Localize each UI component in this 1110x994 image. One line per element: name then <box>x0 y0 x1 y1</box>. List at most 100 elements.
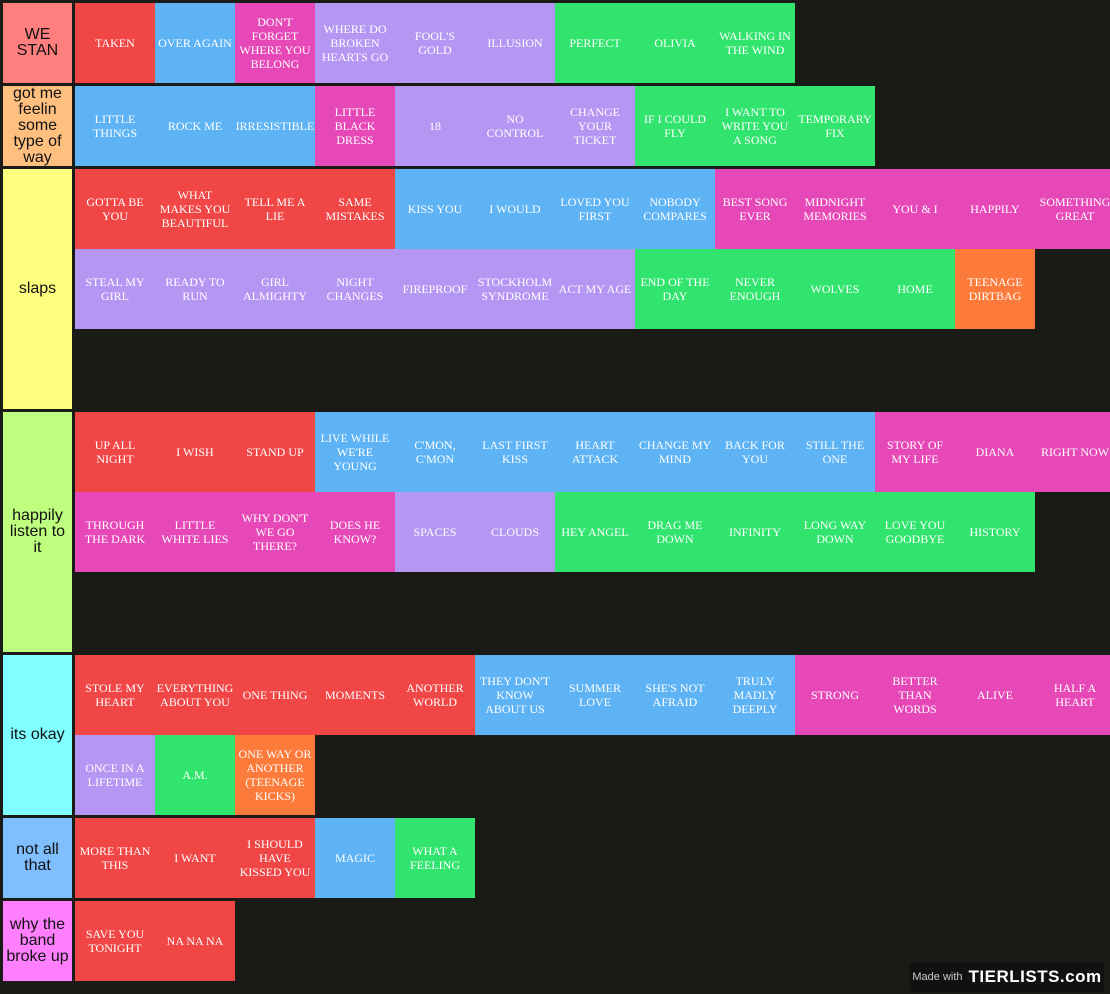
tier-item[interactable]: TEMPORARY FIX <box>795 86 875 166</box>
tier-label[interactable]: its okay <box>3 655 72 815</box>
tier-item[interactable]: GOTTA BE YOU <box>75 169 155 249</box>
tier-item[interactable]: NEVER ENOUGH <box>715 249 795 329</box>
tier-item[interactable]: STOLE MY HEART <box>75 655 155 735</box>
tier-item[interactable]: MOMENTS <box>315 655 395 735</box>
tier-item[interactable]: TELL ME A LIE <box>235 169 315 249</box>
tier-label[interactable]: not all that <box>3 818 72 898</box>
tier-item[interactable]: TEENAGE DIRTBAG <box>955 249 1035 329</box>
tier-item[interactable]: SUMMER LOVE <box>555 655 635 735</box>
tier-item[interactable]: READY TO RUN <box>155 249 235 329</box>
tier-item[interactable]: WALKING IN THE WIND <box>715 3 795 83</box>
tier-item[interactable]: SPACES <box>395 492 475 572</box>
tier-item[interactable]: HEART ATTACK <box>555 412 635 492</box>
tier-item[interactable]: HAPPILY <box>955 169 1035 249</box>
tier-item[interactable]: SOMETHING GREAT <box>1035 169 1110 249</box>
tier-label[interactable]: happily listen to it <box>3 412 72 652</box>
tier-item[interactable]: THEY DON'T KNOW ABOUT US <box>475 655 555 735</box>
tier-label[interactable]: why the band broke up <box>3 901 72 981</box>
tier-item[interactable]: SAVE YOU TONIGHT <box>75 901 155 981</box>
tier-item[interactable]: ACT MY AGE <box>555 249 635 329</box>
tier-item[interactable]: INFINITY <box>715 492 795 572</box>
tier-item[interactable]: LIVE WHILE WE'RE YOUNG <box>315 412 395 492</box>
tier-item[interactable]: ONCE IN A LIFETIME <box>75 735 155 815</box>
tier-item[interactable]: WHY DON'T WE GO THERE? <box>235 492 315 572</box>
tier-item[interactable]: WOLVES <box>795 249 875 329</box>
tier-item[interactable]: LITTLE WHITE LIES <box>155 492 235 572</box>
tier-item[interactable]: END OF THE DAY <box>635 249 715 329</box>
tier-item[interactable]: DIANA <box>955 412 1035 492</box>
tier-label[interactable]: slaps <box>3 169 72 409</box>
tier-item[interactable]: STAND UP <box>235 412 315 492</box>
tier-item[interactable]: CHANGE YOUR TICKET <box>555 86 635 166</box>
tier-item[interactable]: LAST FIRST KISS <box>475 412 555 492</box>
tier-item[interactable]: LITTLE THINGS <box>75 86 155 166</box>
tier-label[interactable]: WE STAN <box>3 3 72 83</box>
tier-item[interactable]: THROUGH THE DARK <box>75 492 155 572</box>
tier-item[interactable]: NOBODY COMPARES <box>635 169 715 249</box>
tier-item[interactable]: WHAT A FEELING <box>395 818 475 898</box>
tier-item[interactable]: I WOULD <box>475 169 555 249</box>
tier-item[interactable]: A.M. <box>155 735 235 815</box>
tier-item[interactable]: HISTORY <box>955 492 1035 572</box>
tier-item[interactable]: ALIVE <box>955 655 1035 735</box>
tier-item[interactable]: ONE THING <box>235 655 315 735</box>
tier-item[interactable]: FOOL'S GOLD <box>395 3 475 83</box>
tier-item[interactable]: I WANT <box>155 818 235 898</box>
tier-item[interactable]: PERFECT <box>555 3 635 83</box>
tier-item[interactable]: LITTLE BLACK DRESS <box>315 86 395 166</box>
tier-item[interactable]: KISS YOU <box>395 169 475 249</box>
tier-item[interactable]: ILLUSION <box>475 3 555 83</box>
tier-item[interactable]: HEY ANGEL <box>555 492 635 572</box>
tier-item[interactable]: IF I COULD FLY <box>635 86 715 166</box>
tier-item[interactable]: STOCKHOLM SYNDROME <box>475 249 555 329</box>
tier-item[interactable]: HALF A HEART <box>1035 655 1110 735</box>
tier-item[interactable]: ONE WAY OR ANOTHER (TEENAGE KICKS) <box>235 735 315 815</box>
tier-item[interactable]: TAKEN <box>75 3 155 83</box>
tier-item[interactable]: BETTER THAN WORDS <box>875 655 955 735</box>
tier-item[interactable]: UP ALL NIGHT <box>75 412 155 492</box>
tier-item[interactable]: EVERYTHING ABOUT YOU <box>155 655 235 735</box>
tier-item[interactable]: OLIVIA <box>635 3 715 83</box>
tier-item[interactable]: SHE'S NOT AFRAID <box>635 655 715 735</box>
tier-item[interactable]: I WANT TO WRITE YOU A SONG <box>715 86 795 166</box>
tier-item[interactable]: CHANGE MY MIND <box>635 412 715 492</box>
tier-item[interactable]: DOES HE KNOW? <box>315 492 395 572</box>
tier-item[interactable]: STORY OF MY LIFE <box>875 412 955 492</box>
tier-item[interactable]: I SHOULD HAVE KISSED YOU <box>235 818 315 898</box>
tier-item[interactable]: LOVE YOU GOODBYE <box>875 492 955 572</box>
tier-item[interactable]: STRONG <box>795 655 875 735</box>
tier-item[interactable]: LONG WAY DOWN <box>795 492 875 572</box>
tier-item[interactable]: TRULY MADLY DEEPLY <box>715 655 795 735</box>
tier-item[interactable]: BEST SONG EVER <box>715 169 795 249</box>
tier-item[interactable]: 18 <box>395 86 475 166</box>
tier-label[interactable]: got me feelin some type of way <box>3 86 72 166</box>
tier-item[interactable]: DRAG ME DOWN <box>635 492 715 572</box>
tier-item[interactable]: HOME <box>875 249 955 329</box>
tier-item[interactable]: MIDNIGHT MEMORIES <box>795 169 875 249</box>
tier-item[interactable]: MAGIC <box>315 818 395 898</box>
tier-item[interactable]: SAME MISTAKES <box>315 169 395 249</box>
tier-item[interactable]: WHAT MAKES YOU BEAUTIFUL <box>155 169 235 249</box>
tier-item[interactable]: YOU & I <box>875 169 955 249</box>
tier-item[interactable]: IRRESISTIBLE <box>235 86 315 166</box>
tier-item[interactable]: GIRL ALMIGHTY <box>235 249 315 329</box>
tier-item[interactable]: ROCK ME <box>155 86 235 166</box>
tier-item[interactable]: I WISH <box>155 412 235 492</box>
tier-item[interactable]: OVER AGAIN <box>155 3 235 83</box>
tier-item[interactable]: MORE THAN THIS <box>75 818 155 898</box>
tier-item[interactable]: STEAL MY GIRL <box>75 249 155 329</box>
tier-item[interactable]: FIREPROOF <box>395 249 475 329</box>
tier-item[interactable]: NIGHT CHANGES <box>315 249 395 329</box>
tier-item[interactable]: LOVED YOU FIRST <box>555 169 635 249</box>
tier-item[interactable]: WHERE DO BROKEN HEARTS GO <box>315 3 395 83</box>
tier-item[interactable]: ANOTHER WORLD <box>395 655 475 735</box>
tierlists-watermark[interactable]: Made with TIERLISTS.com <box>910 962 1104 992</box>
tier-item[interactable]: NO CONTROL <box>475 86 555 166</box>
tier-item[interactable]: C'MON, C'MON <box>395 412 475 492</box>
tier-item[interactable]: BACK FOR YOU <box>715 412 795 492</box>
tier-item[interactable]: RIGHT NOW <box>1035 412 1110 492</box>
tier-item[interactable]: DON'T FORGET WHERE YOU BELONG <box>235 3 315 83</box>
tier-item[interactable]: CLOUDS <box>475 492 555 572</box>
tier-item[interactable]: STILL THE ONE <box>795 412 875 492</box>
tier-item[interactable]: NA NA NA <box>155 901 235 981</box>
